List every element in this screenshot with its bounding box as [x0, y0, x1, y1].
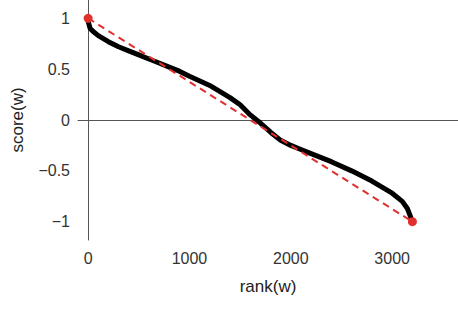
svg-text:0: 0: [84, 250, 93, 267]
svg-text:1: 1: [61, 10, 70, 27]
svg-text:1000: 1000: [172, 250, 208, 267]
svg-text:0.5: 0.5: [48, 61, 70, 78]
svg-text:−0.5: −0.5: [38, 162, 70, 179]
svg-text:3000: 3000: [374, 250, 410, 267]
svg-text:rank(w): rank(w): [240, 277, 297, 296]
svg-text:0: 0: [61, 112, 70, 129]
svg-text:score(w): score(w): [8, 87, 27, 152]
svg-text:2000: 2000: [273, 250, 309, 267]
svg-text:−1: −1: [52, 213, 70, 230]
